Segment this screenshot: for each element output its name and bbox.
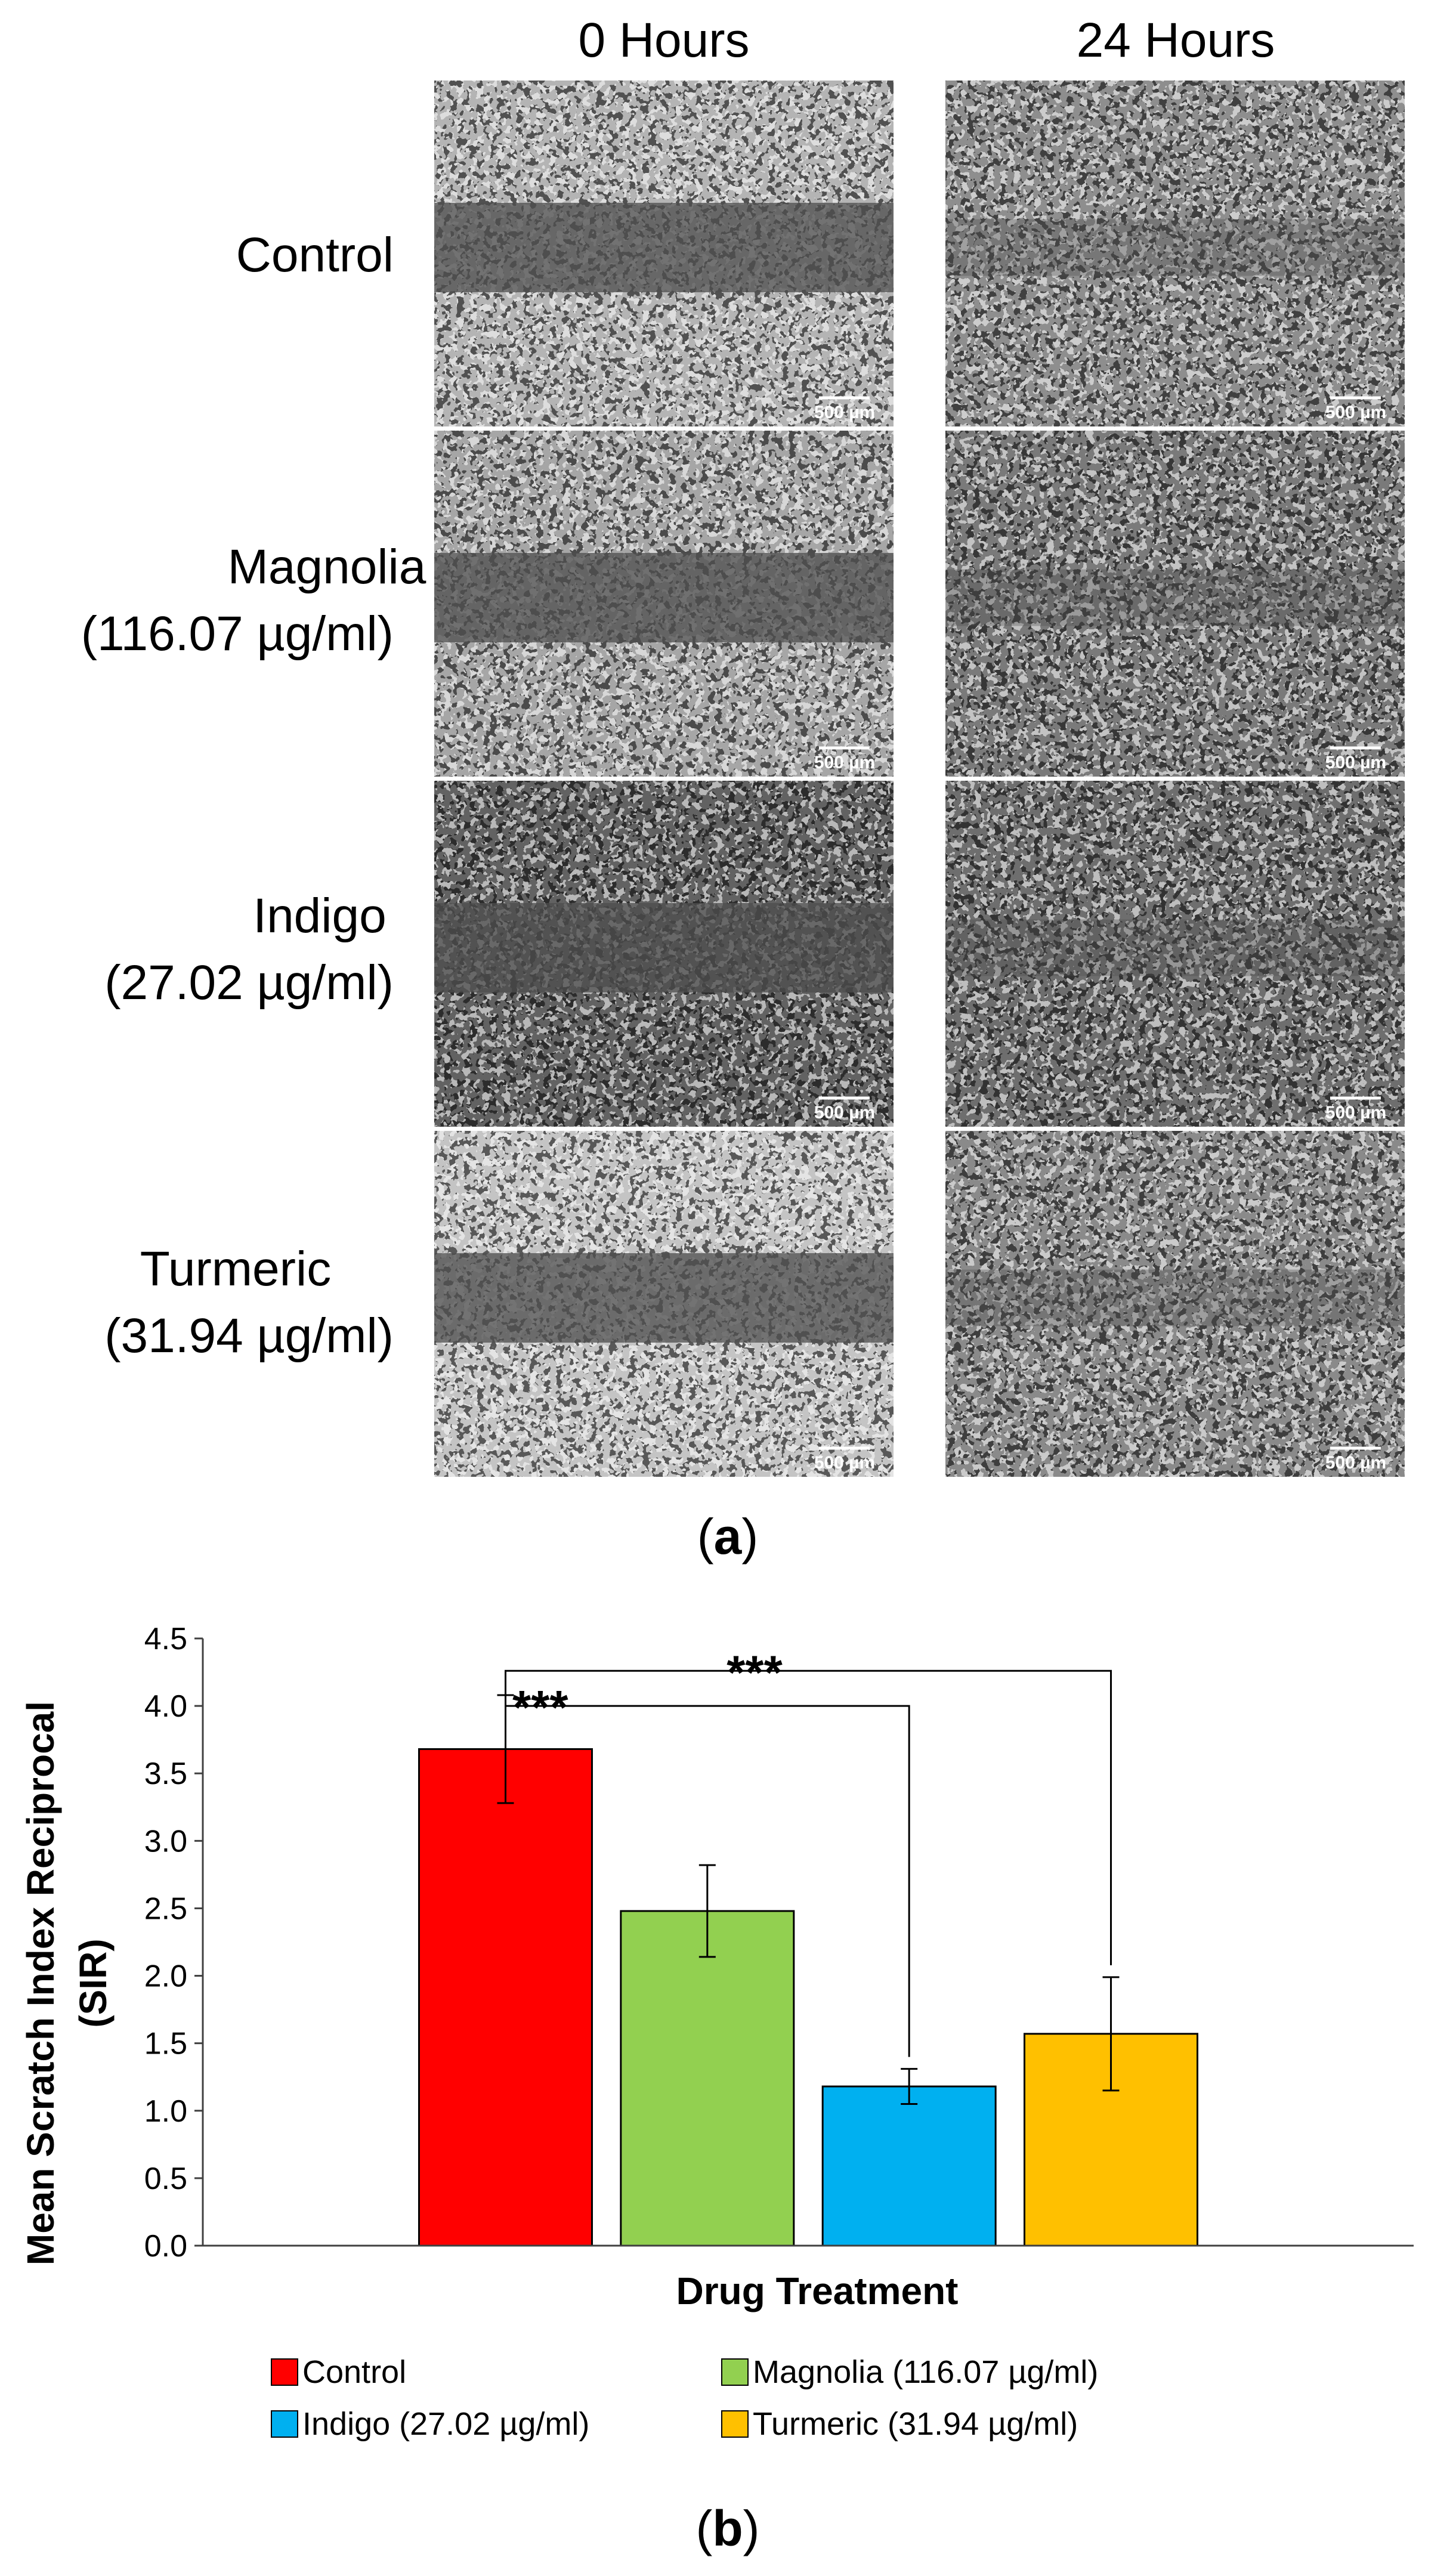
legend-swatch bbox=[271, 2410, 298, 2438]
significance-brackets: *** *** bbox=[505, 1646, 1112, 2057]
y-tick-label: 3.0 bbox=[144, 1824, 187, 1859]
scratch-wound bbox=[945, 219, 1405, 276]
y-tick-label: 0.0 bbox=[144, 2229, 187, 2264]
micrograph-tile: 500 µm bbox=[434, 81, 894, 426]
scratch-wound bbox=[945, 569, 1405, 626]
legend-label: Turmeric (31.94 µg/ml) bbox=[753, 2406, 1078, 2442]
micrograph-grid: 500 µm 500 µm 500 µm 500 µm 500 µm 500 µm 500 … bbox=[434, 81, 1405, 1477]
row-label-control: Control bbox=[236, 228, 394, 282]
column-header-24h: 24 Hours bbox=[1077, 13, 1275, 67]
y-tick-label: 3.5 bbox=[144, 1757, 187, 1791]
y-tick-label: 2.5 bbox=[144, 1891, 187, 1926]
scale-bar-label: 500 µm bbox=[814, 403, 875, 422]
scratch-wound bbox=[434, 553, 894, 642]
significance-bracket bbox=[505, 1690, 910, 2057]
scratch-wound bbox=[945, 1269, 1405, 1327]
scratch-wound bbox=[434, 203, 894, 292]
y-tick-label: 1.5 bbox=[144, 2027, 187, 2061]
row-label-magnolia-conc: (116.07 µg/ml) bbox=[81, 607, 394, 661]
bars bbox=[418, 1748, 1198, 2247]
bar bbox=[620, 1910, 795, 2247]
legend-label: Indigo (27.02 µg/ml) bbox=[302, 2406, 589, 2442]
cell-texture bbox=[945, 81, 1405, 426]
micrograph-tile: 500 µm bbox=[945, 1131, 1405, 1477]
error-bars bbox=[497, 1694, 1120, 2105]
y-tick-label: 4.5 bbox=[144, 1622, 187, 1656]
scale-bar-label: 500 µm bbox=[814, 1103, 875, 1123]
significance-label: *** bbox=[512, 1681, 568, 1734]
bar bbox=[418, 1748, 593, 2247]
row-label-turmeric-conc: (31.94 µg/ml) bbox=[104, 1309, 394, 1363]
legend-swatch bbox=[721, 2410, 749, 2438]
row-label-indigo: Indigo bbox=[253, 889, 386, 943]
micrograph-tile: 500 µm bbox=[945, 81, 1405, 426]
bar bbox=[821, 2085, 997, 2247]
scale-bar-label: 500 µm bbox=[814, 1453, 875, 1473]
micrograph-panel: 0 Hours 24 Hours Control Magnolia (116.0… bbox=[81, 13, 1405, 1564]
legend-swatch bbox=[721, 2358, 749, 2386]
micrograph-tile: 500 µm bbox=[945, 781, 1405, 1127]
cell-texture bbox=[945, 781, 1405, 1127]
scratch-wound bbox=[434, 1253, 894, 1343]
micrograph-tile: 500 µm bbox=[434, 431, 894, 777]
cell-texture bbox=[945, 1131, 1405, 1477]
bar-chart: Mean Scratch Index Reciprocal (SIR) 0.00.… bbox=[19, 1622, 1414, 2556]
micrograph-tile: 500 µm bbox=[945, 431, 1405, 777]
y-axis-label: Mean Scratch Index Reciprocal (SIR) bbox=[19, 1701, 115, 2265]
y-tick-label: 0.5 bbox=[144, 2162, 187, 2196]
column-header-0h: 0 Hours bbox=[578, 13, 749, 67]
legend-label: Control bbox=[302, 2354, 406, 2390]
row-label-indigo-conc: (27.02 µg/ml) bbox=[104, 956, 394, 1010]
panel-label-b: (b) bbox=[695, 2500, 759, 2556]
scale-bar-label: 500 µm bbox=[1325, 1453, 1386, 1473]
y-tick-label: 1.0 bbox=[144, 2094, 187, 2129]
scratch-wound bbox=[434, 903, 894, 993]
scale-bar-label: 500 µm bbox=[1325, 753, 1386, 772]
x-axis-label: Drug Treatment bbox=[676, 2270, 959, 2312]
row-label-magnolia: Magnolia bbox=[228, 540, 426, 594]
micrograph-tile: 500 µm bbox=[434, 1131, 894, 1477]
legend: Control Magnolia (116.07 µg/ml) Indigo (27… bbox=[271, 2354, 1098, 2442]
significance-label: *** bbox=[727, 1646, 783, 1699]
significance-bracket bbox=[505, 1669, 1112, 1965]
scale-bar-label: 500 µm bbox=[814, 753, 875, 772]
scale-bar-label: 500 µm bbox=[1325, 403, 1386, 422]
micrograph-tile: 500 µm bbox=[434, 781, 894, 1127]
y-tick-label: 2.0 bbox=[144, 1959, 187, 1994]
scale-bar-label: 500 µm bbox=[1325, 1103, 1386, 1123]
panel-label-a: (a) bbox=[697, 1508, 759, 1564]
legend-label: Magnolia (116.07 µg/ml) bbox=[753, 2354, 1098, 2390]
cell-texture bbox=[945, 431, 1405, 777]
y-tick-label: 4.0 bbox=[144, 1689, 187, 1724]
y-axis-ticks: 0.0 0.5 1.0 1.5 2.0 2.5 3.0 3.5 4.0 4.5 bbox=[144, 1622, 203, 2264]
scratch-wound bbox=[945, 919, 1405, 976]
row-label-turmeric: Turmeric bbox=[140, 1242, 331, 1296]
legend-swatch bbox=[271, 2358, 298, 2386]
